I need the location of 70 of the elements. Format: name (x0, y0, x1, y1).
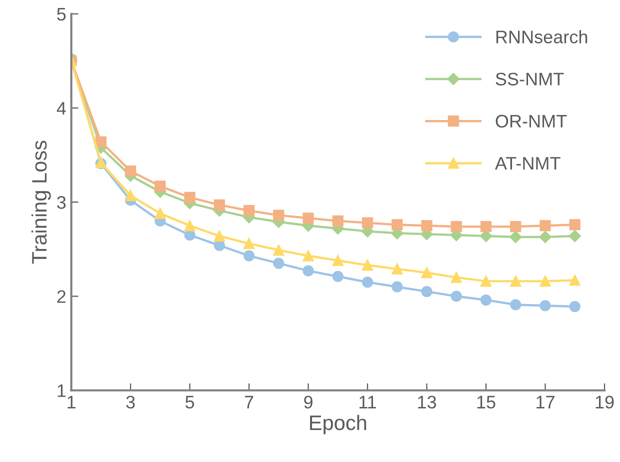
x-axis-title: Epoch (310, 414, 366, 434)
point (214, 230, 225, 242)
point (243, 205, 255, 216)
point (273, 244, 284, 256)
x-tick-label: 9 (304, 396, 312, 409)
point (273, 210, 284, 221)
y-tick-label: 2 (57, 290, 66, 303)
point (332, 215, 344, 227)
point (214, 199, 225, 211)
point (392, 281, 403, 292)
x-tick-label: 3 (126, 396, 135, 409)
legend-label: OR-NMT (496, 114, 567, 128)
point (569, 274, 580, 286)
point (332, 254, 344, 266)
y-tick-label: 1 (58, 384, 66, 397)
point (243, 238, 255, 250)
point (450, 221, 462, 232)
point (243, 250, 255, 262)
point (362, 217, 374, 228)
point (302, 250, 314, 262)
point (510, 299, 522, 310)
legend-label: RNNsearch (496, 30, 588, 44)
point (421, 220, 432, 232)
point (392, 219, 403, 230)
point (540, 276, 551, 287)
y-axis-title: Training Loss (31, 140, 51, 264)
point (540, 220, 551, 232)
legend-label: AT-NMT (494, 157, 560, 170)
point (569, 301, 580, 312)
y-tick-label: 3 (57, 196, 66, 209)
point (124, 190, 136, 202)
point (480, 221, 492, 232)
point (302, 265, 314, 276)
point (421, 267, 432, 278)
x-tick-label: 19 (596, 396, 614, 409)
y-tick-label: 4 (56, 102, 66, 115)
point (540, 300, 551, 312)
point (332, 270, 344, 282)
point (124, 166, 136, 177)
point (392, 263, 403, 275)
y-tick-label: 5 (57, 8, 66, 21)
x-tick-label: 1 (68, 396, 76, 408)
point (480, 276, 492, 287)
point (510, 276, 522, 287)
point (568, 230, 581, 242)
x-tick-label: 7 (244, 396, 254, 408)
point (302, 212, 314, 224)
point (569, 219, 580, 230)
point (362, 260, 374, 271)
point (421, 286, 432, 298)
point (450, 272, 462, 283)
point (184, 230, 196, 241)
point (273, 258, 284, 269)
x-tick-label: 15 (477, 396, 496, 409)
point (154, 208, 166, 219)
point (510, 230, 522, 244)
x-tick-label: 5 (185, 396, 194, 409)
x-tick-label: 13 (418, 396, 436, 409)
point (510, 221, 522, 232)
point (184, 192, 196, 203)
point (184, 220, 196, 232)
point (154, 180, 166, 192)
x-tick-label: 11 (360, 396, 376, 408)
x-tick-label: 17 (536, 396, 554, 408)
legend-label: SS-NMT (496, 72, 564, 86)
point (362, 276, 374, 288)
point (539, 230, 552, 244)
point (450, 290, 462, 302)
point (95, 136, 106, 148)
point (480, 294, 492, 306)
